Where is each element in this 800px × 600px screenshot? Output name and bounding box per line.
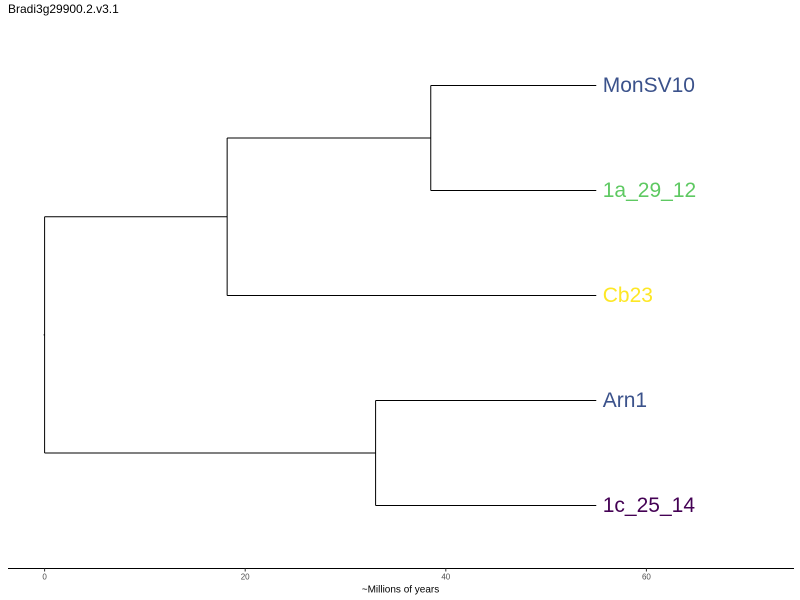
- x-tick-label: 40: [441, 573, 450, 582]
- tip-label: Arn1: [603, 389, 647, 412]
- tip-label: MonSV10: [603, 74, 695, 97]
- tip-label: 1a_29_12: [603, 179, 696, 202]
- x-tick-label: 60: [642, 573, 651, 582]
- x-axis-title: ~Millions of years: [362, 585, 440, 596]
- x-tick-label: 0: [42, 573, 47, 582]
- tip-label: Cb23: [603, 284, 653, 307]
- tip-label: 1c_25_14: [603, 494, 696, 517]
- tip-labels: MonSV10 1a_29_12 Cb23 Arn1 1c_25_14: [603, 74, 696, 517]
- chart-title: Bradi3g29900.2.v3.1: [8, 2, 119, 16]
- x-axis: 0 20 40 60 ~Millions of years: [8, 568, 794, 596]
- branches: [43, 85, 597, 506]
- x-tick-label: 20: [241, 573, 250, 582]
